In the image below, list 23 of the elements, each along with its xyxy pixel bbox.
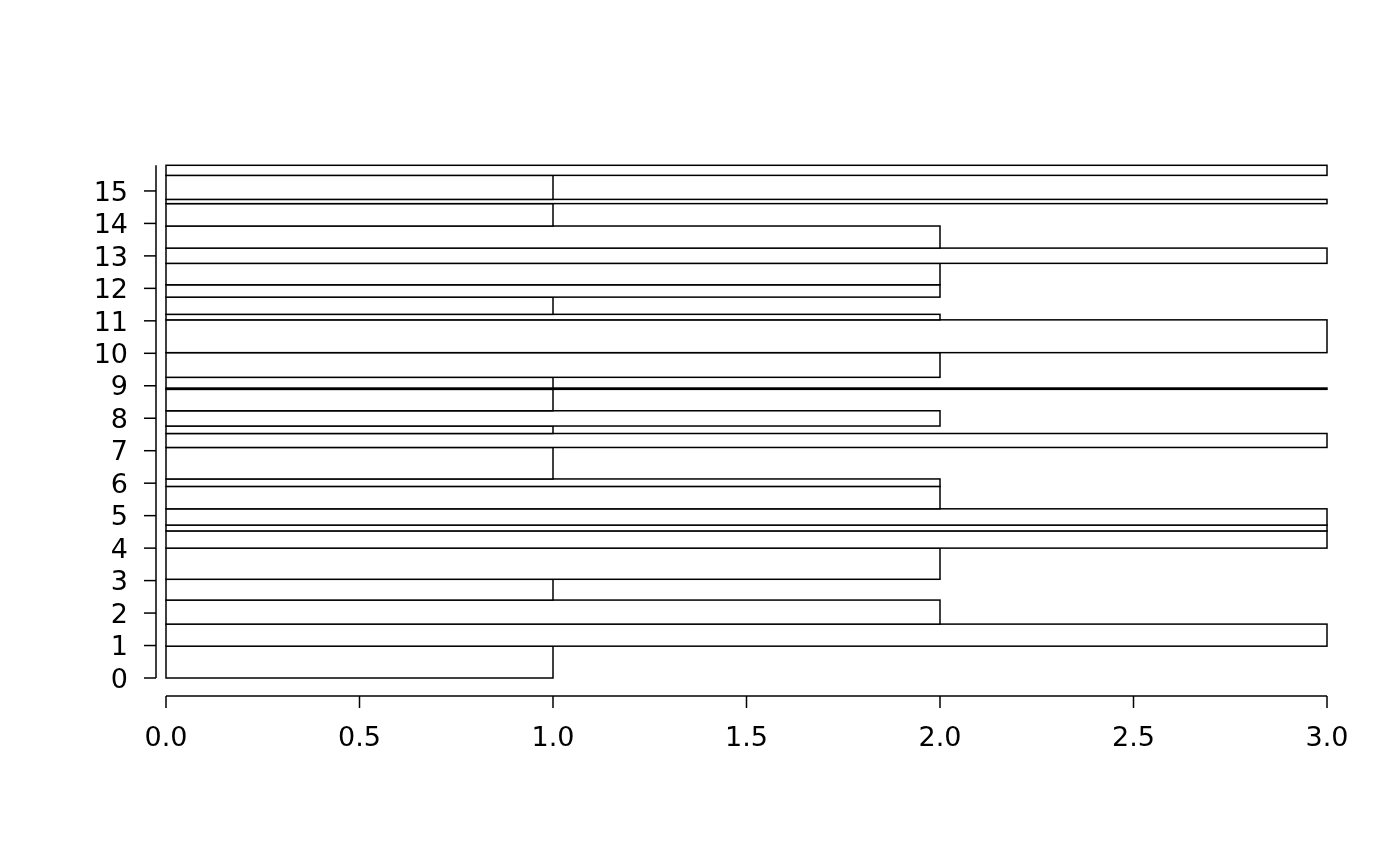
y-tick-label: 0 — [110, 662, 128, 694]
y-tick-label: 7 — [110, 435, 128, 467]
x-tick-label: 2.5 — [1112, 721, 1155, 752]
y-tick-label: 10 — [93, 338, 128, 370]
y-tick-label: 8 — [110, 402, 128, 434]
x-tick-label: 0.0 — [144, 721, 188, 752]
y-tick-label: 4 — [110, 532, 128, 564]
y-tick-label: 9 — [110, 370, 128, 402]
x-tick-label: 1.0 — [531, 721, 575, 752]
x-tick-label: 3.0 — [1305, 721, 1349, 752]
y-tick-label: 13 — [93, 240, 128, 272]
y-tick-label: 2 — [110, 597, 128, 629]
y-tick-label: 12 — [93, 273, 128, 305]
x-tick-label: 1.5 — [725, 721, 768, 752]
y-tick-label: 6 — [110, 467, 128, 499]
y-tick-label: 1 — [110, 630, 128, 662]
x-tick-label: 2.0 — [918, 721, 962, 752]
y-tick-label: 11 — [93, 305, 128, 337]
y-tick-label: 15 — [93, 175, 128, 207]
y-tick-label: 5 — [110, 500, 128, 532]
y-tick-label: 14 — [93, 208, 128, 240]
y-tick-label: 3 — [110, 565, 128, 597]
x-tick-label: 0.5 — [338, 721, 381, 752]
